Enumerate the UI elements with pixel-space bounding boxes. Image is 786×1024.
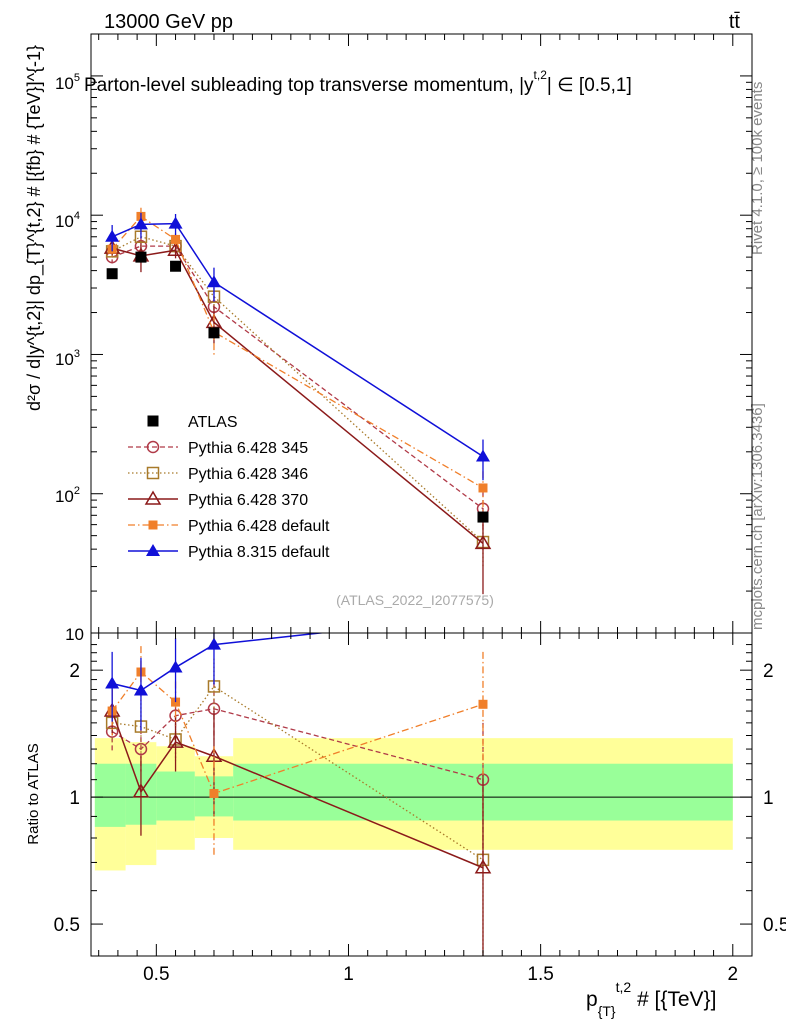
process-label: tt̄ xyxy=(729,11,741,33)
ratio-plot-data xyxy=(91,608,752,956)
data-point xyxy=(133,683,148,696)
series-atlas xyxy=(106,251,489,523)
x-tick-label: 1.5 xyxy=(527,964,553,985)
data-point xyxy=(106,268,118,280)
legend-entry: ATLAS xyxy=(147,414,238,431)
legend-entry: Pythia 6.428 default xyxy=(128,518,330,535)
data-point xyxy=(478,483,488,493)
series-pythia-6-428-346 xyxy=(105,228,490,567)
legend-marker xyxy=(144,490,162,505)
legend-label: Pythia 8.315 default xyxy=(188,544,330,561)
series-pythia-8-315-default xyxy=(105,212,490,481)
uncertainty-band-inner xyxy=(156,771,195,821)
data-point xyxy=(105,676,120,689)
data-point xyxy=(206,637,221,650)
x-tick-label: 0.5 xyxy=(143,964,169,985)
data-point xyxy=(168,660,183,673)
mcplots-text: mcplots.cern.ch [arXiv:1306.3436] xyxy=(749,403,766,630)
plot-title: Parton-level subleading top transverse m… xyxy=(84,68,632,96)
data-point xyxy=(167,733,184,748)
legend-marker xyxy=(146,466,160,480)
data-point xyxy=(209,788,219,798)
data-point xyxy=(168,216,183,229)
series-pythia-6-428-370 xyxy=(103,239,492,595)
main-axis-ticks xyxy=(91,33,752,634)
data-point xyxy=(167,241,184,257)
data-point xyxy=(170,260,182,272)
legend-entry: Pythia 6.428 345 xyxy=(128,440,308,457)
series-pythia-6-428-345 xyxy=(105,238,490,533)
main-plot-data xyxy=(103,207,492,595)
data-point xyxy=(132,783,150,798)
series-pythia-8-315-default xyxy=(105,608,490,731)
data-point xyxy=(171,234,181,244)
legend-label: Pythia 6.428 346 xyxy=(188,466,308,483)
rivet-version-text: Rivet 4.1.0, ≥ 100k events xyxy=(749,82,766,255)
main-y-tick-label: 10 xyxy=(65,625,84,644)
legend-label: Pythia 6.428 345 xyxy=(188,440,308,457)
x-tick-label: 2 xyxy=(727,964,738,985)
ratio-plot-frame xyxy=(90,632,753,957)
legend-marker xyxy=(147,415,159,427)
data-point xyxy=(474,859,492,874)
main-y-tick-label: 105 xyxy=(55,72,80,93)
main-plot-panel: 10 102 103 104 105 Parton-level subleadi… xyxy=(24,33,753,644)
y-axis-label: d²σ / d|y^{t,2}| dp_{T}^{t,2} # [{fb} # … xyxy=(24,45,45,411)
ratio-y-tick-label: 0.5 xyxy=(54,915,80,936)
ratio-y-tick-label: 0.5 xyxy=(763,915,786,936)
x-tick-label: 1 xyxy=(343,964,354,985)
legend-marker xyxy=(148,520,158,530)
legend: ATLAS Pythia 6.428 345 Pythia 6.428 346 Pyt… xyxy=(128,414,330,561)
x-axis-label: p{T}t,2 # [{TeV}] xyxy=(586,979,716,1019)
legend-entry: Pythia 8.315 default xyxy=(128,544,330,561)
series-line-pythia-6-428-default xyxy=(111,215,484,489)
uncertainty-band-inner xyxy=(94,763,126,827)
data-point xyxy=(135,251,147,263)
main-y-tick-label: 103 xyxy=(55,348,80,369)
data-point xyxy=(133,217,148,230)
legend-label: ATLAS xyxy=(188,414,238,431)
legend-label: Pythia 6.428 default xyxy=(188,518,330,535)
ratio-y-axis-label: Ratio to ATLAS xyxy=(25,743,42,844)
data-point xyxy=(477,511,489,523)
legend-label: Pythia 6.428 370 xyxy=(188,492,308,509)
data-point xyxy=(206,275,221,288)
series-line-pythia-6-428-default xyxy=(111,671,484,795)
data-point xyxy=(105,229,120,242)
main-y-tick-labels: 10 102 103 104 105 xyxy=(55,72,84,644)
ratio-y-tick-label: 1 xyxy=(69,788,80,809)
ratio-axis-ticks: 0.5 0.5 1 1 2 2 0.5 1 1.5 2 xyxy=(54,633,786,985)
ratio-y-tick-label: 2 xyxy=(69,661,80,682)
data-point xyxy=(475,449,490,462)
energy-label: 13000 GeV pp xyxy=(104,11,233,33)
data-point xyxy=(476,608,490,620)
main-y-tick-label: 102 xyxy=(55,485,80,506)
series-line-pythia-8-315-default xyxy=(111,222,484,458)
analysis-watermark: (ATLAS_2022_I2077575) xyxy=(336,592,494,608)
data-point xyxy=(474,534,492,550)
series-line-pythia-8-315-default xyxy=(111,633,327,692)
legend-marker xyxy=(146,440,160,454)
data-point xyxy=(478,699,488,709)
legend-entry: Pythia 6.428 346 xyxy=(128,466,308,483)
ratio-y-tick-label: 1 xyxy=(763,788,774,809)
ratio-plot-panel: 0.5 0.5 1 1 2 2 0.5 1 1.5 2 Ratio to ATLAS p{T}t,… xyxy=(25,608,786,1019)
ratio-y-tick-label: 2 xyxy=(763,661,774,682)
legend-entry: Pythia 6.428 370 xyxy=(128,490,308,509)
main-y-tick-label: 104 xyxy=(55,210,80,231)
legend-marker xyxy=(146,544,160,556)
data-point xyxy=(208,327,220,339)
series-pythia-6-428-370 xyxy=(103,689,492,956)
